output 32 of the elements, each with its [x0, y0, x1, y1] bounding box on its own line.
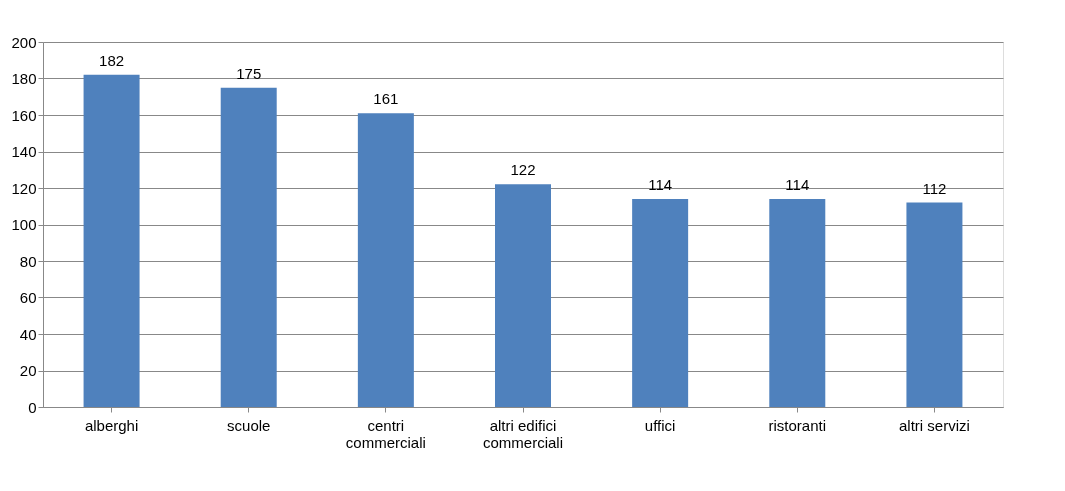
data-label: 112 [922, 179, 947, 197]
data-label: 114 [648, 175, 673, 193]
data-label: 175 [236, 64, 262, 82]
data-label: 161 [373, 90, 399, 108]
data-label: 182 [99, 51, 125, 69]
y-tick-label: 40 [19, 325, 37, 343]
y-tick-label: 100 [11, 216, 37, 233]
bar [220, 87, 277, 407]
y-tick-label: 180 [11, 70, 37, 87]
data-label: 122 [510, 161, 536, 179]
y-tick-label: 160 [11, 106, 37, 124]
x-tick-label: alberghi [84, 416, 139, 434]
bar [495, 184, 551, 407]
y-tick-label: 60 [19, 289, 37, 306]
bar [769, 198, 826, 407]
y-tick-label: 80 [19, 252, 37, 270]
y-tick-label: 140 [11, 143, 37, 160]
bar [357, 113, 414, 407]
y-tick-label: 20 [19, 362, 37, 379]
y-tick-label: 120 [11, 179, 37, 197]
bar [83, 74, 140, 407]
x-tick-label: altri servizi [899, 416, 970, 434]
y-tick-label: 200 [11, 33, 37, 51]
x-tick-label: ristoranti [768, 416, 827, 434]
x-tick-label: altri edifici commerciali [482, 416, 564, 451]
x-tick-label: centri commerciali [345, 416, 426, 451]
x-tick-label: uffici [644, 416, 676, 434]
data-label: 114 [785, 175, 810, 193]
x-tick-label: scuole [227, 416, 271, 434]
y-tick-label: 0 [28, 398, 37, 416]
bar [632, 198, 689, 407]
bar [906, 202, 963, 407]
